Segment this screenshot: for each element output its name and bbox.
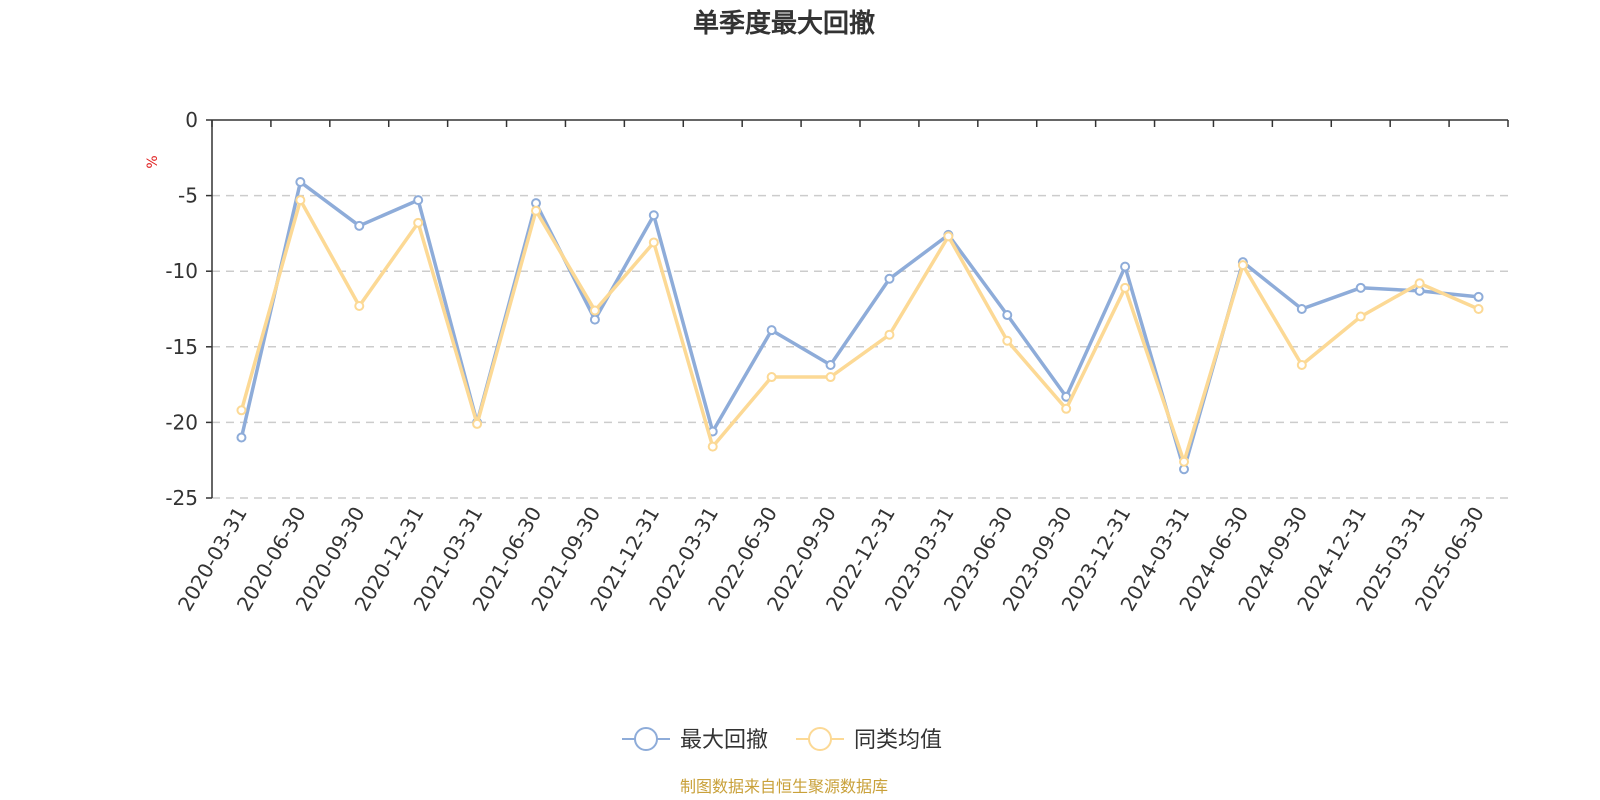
y-axis-unit: % — [145, 155, 161, 168]
data-point[interactable] — [589, 305, 600, 316]
data-point[interactable] — [1120, 261, 1131, 272]
x-axis-ticks: 2020-03-312020-06-302020-09-302020-12-31… — [173, 120, 1509, 615]
data-point[interactable] — [825, 372, 836, 383]
legend-item-1[interactable]: 最大回撤 — [622, 727, 768, 753]
y-tick-label: -20 — [165, 410, 198, 434]
legend[interactable]: 最大回撤 同类均值 — [622, 727, 942, 753]
data-point[interactable] — [1179, 456, 1189, 467]
legend-label: 最大回撤 — [680, 728, 768, 753]
data-point[interactable] — [648, 210, 659, 221]
chart-title: 单季度最大回撤 — [693, 8, 875, 39]
data-point[interactable] — [1296, 359, 1307, 370]
series-1 — [236, 176, 1484, 475]
data-point[interactable] — [236, 405, 247, 416]
series-line — [239, 180, 1479, 472]
y-tick-label: 0 — [185, 108, 198, 132]
grid-lines — [212, 194, 1508, 499]
data-point[interactable] — [413, 217, 424, 228]
legend-swatch-marker — [808, 727, 832, 751]
data-point[interactable] — [1237, 260, 1248, 271]
data-point[interactable] — [413, 195, 424, 206]
data-point[interactable] — [354, 300, 365, 311]
data-point[interactable] — [766, 325, 777, 336]
data-point[interactable] — [295, 195, 306, 206]
series-layer — [236, 176, 1484, 475]
data-point[interactable] — [1002, 335, 1013, 346]
data-point[interactable] — [1355, 282, 1366, 293]
data-point[interactable] — [1120, 282, 1131, 293]
data-point[interactable] — [531, 205, 541, 216]
y-tick-label: -5 — [178, 184, 198, 208]
y-axis-ticks: 0 -5 -10 -15 -20 -25 — [165, 108, 212, 510]
data-point[interactable] — [943, 231, 954, 242]
axes — [211, 119, 1508, 498]
legend-label: 同类均值 — [854, 728, 942, 753]
data-point[interactable] — [766, 372, 777, 383]
data-point[interactable] — [648, 237, 659, 248]
data-point[interactable] — [354, 220, 365, 231]
legend-swatch-marker — [634, 727, 658, 751]
data-point[interactable] — [825, 359, 836, 370]
data-point[interactable] — [1473, 291, 1484, 302]
data-point[interactable] — [295, 176, 306, 187]
data-point[interactable] — [884, 329, 895, 340]
data-point[interactable] — [884, 273, 895, 284]
legend-item-2[interactable]: 同类均值 — [796, 727, 942, 753]
source-note: 制图数据来自恒生聚源数据库 — [680, 777, 888, 796]
data-point[interactable] — [707, 441, 718, 452]
data-point[interactable] — [1414, 278, 1425, 289]
data-point[interactable] — [589, 314, 600, 325]
data-point[interactable] — [1002, 310, 1013, 321]
data-point[interactable] — [1473, 304, 1484, 314]
y-tick-label: -10 — [165, 259, 198, 283]
data-point[interactable] — [1061, 403, 1072, 414]
series-2 — [236, 195, 1484, 467]
y-tick-label: -15 — [165, 335, 198, 359]
data-point[interactable] — [236, 432, 247, 443]
data-point[interactable] — [472, 418, 483, 429]
data-point[interactable] — [1355, 311, 1366, 322]
y-tick-label: -25 — [165, 486, 198, 510]
series-line — [239, 198, 1480, 464]
data-point[interactable] — [1296, 304, 1307, 314]
